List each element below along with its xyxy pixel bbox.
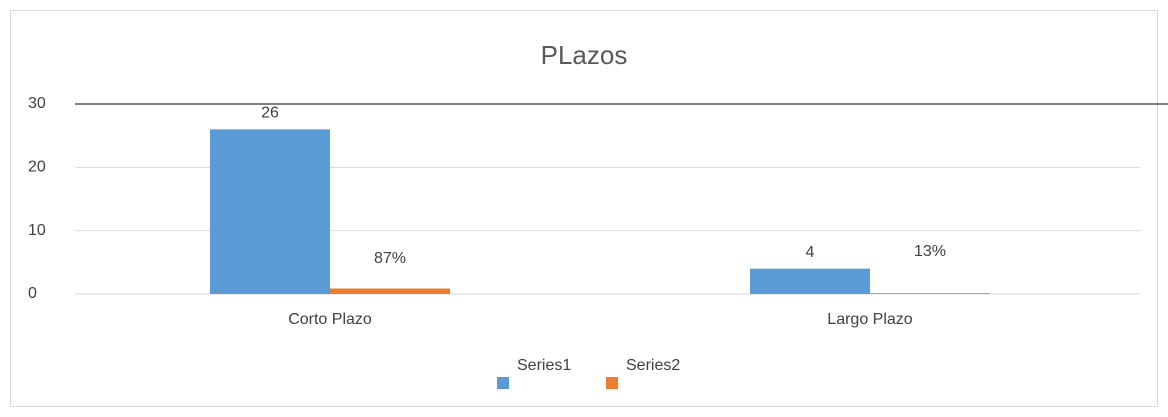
legend-swatch — [606, 377, 618, 389]
data-label: 26 — [261, 105, 279, 122]
bar — [210, 129, 330, 294]
legend-label: Series1 — [517, 357, 571, 374]
data-label: 87% — [374, 250, 406, 267]
x-tick-label: Largo Plazo — [827, 311, 912, 328]
bar — [750, 268, 870, 294]
y-tick-label: 20 — [28, 159, 46, 176]
chart-border — [10, 10, 1158, 407]
data-label: 4 — [806, 244, 815, 261]
x-tick-label: Corto Plazo — [288, 311, 372, 328]
legend-swatch — [497, 377, 509, 389]
y-tick-label: 10 — [28, 222, 46, 239]
chart-title: PLazos — [541, 40, 628, 70]
legend-label: Series2 — [626, 357, 680, 374]
data-label: 13% — [914, 243, 946, 260]
y-tick-label: 30 — [28, 95, 46, 112]
y-tick-label: 0 — [28, 285, 37, 302]
bar — [330, 288, 450, 294]
bar — [870, 293, 990, 294]
